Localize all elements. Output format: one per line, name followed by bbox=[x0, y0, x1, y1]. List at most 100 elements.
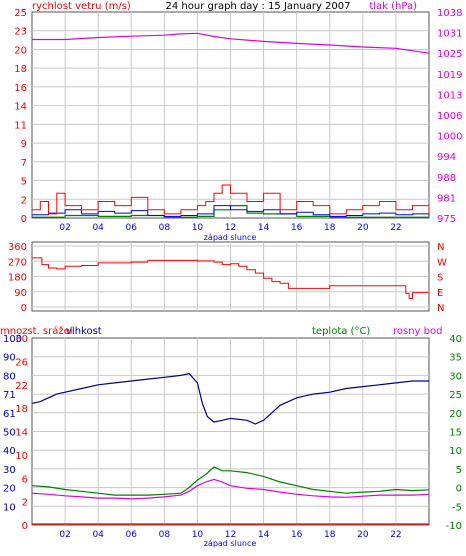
pressure-series bbox=[32, 32, 430, 54]
panel-1-left-tick-label: 25 bbox=[14, 8, 27, 19]
panel-1-grid bbox=[32, 12, 429, 218]
panel-3-temp-tick-label: 15 bbox=[449, 428, 462, 439]
panel-1-x-tick-label: 14 bbox=[258, 223, 270, 233]
panel-2-left-tick-label: 360 bbox=[8, 242, 27, 253]
panel-2-left-tick-label: 90 bbox=[14, 288, 27, 299]
panel-3-x-tick-label: 20 bbox=[357, 530, 369, 540]
panel-3-humidity-tick-label: 90 bbox=[3, 353, 16, 364]
panel-1-left-tick-label: 0 bbox=[21, 214, 27, 225]
panel-2-left-tick-label: 270 bbox=[8, 257, 27, 268]
panel-1-x-tick-label: 18 bbox=[324, 223, 336, 233]
panel-3-humidity-tick-label: 20 bbox=[3, 484, 16, 495]
panel-3-humidity-tick-label: 71 bbox=[3, 390, 16, 401]
panel-1-x-tick-label: 10 bbox=[192, 223, 204, 233]
panel-3-precip-tick-label: 14 bbox=[15, 428, 28, 439]
panel-3-precip-tick-label: 6 bbox=[22, 474, 28, 485]
panel-3-temp-tick-label: 35 bbox=[449, 353, 462, 364]
panel-1-left-tick-label: 14 bbox=[14, 102, 27, 113]
humidity-series bbox=[31, 372, 429, 425]
panel-1-x-tick-label: 08 bbox=[159, 223, 171, 233]
panel-2-grid bbox=[32, 242, 429, 311]
panel-3-temp-ticks: -10 -5 0 5 10 15 20 25 30 35 40 bbox=[446, 334, 462, 532]
panel-3-temp-tick-label: 0 bbox=[456, 484, 462, 495]
panel-3-temp-tick-label: 25 bbox=[449, 390, 462, 401]
panel-2-series bbox=[32, 257, 430, 299]
panel-2-right-tick-label: N bbox=[437, 303, 444, 314]
panel-1-right-tick-label: 1000 bbox=[437, 132, 462, 143]
panel-1-x-tick-label: 12 bbox=[225, 223, 236, 233]
panel-3-x-tick-label: 14 bbox=[258, 530, 270, 540]
panel-3-temp-tick-label: 5 bbox=[456, 465, 462, 476]
panel-3-grid bbox=[32, 338, 429, 525]
panel-3-x-tick-label: 16 bbox=[291, 530, 303, 540]
panel-3-temp-tick-label: -10 bbox=[446, 521, 462, 532]
panel-2-left-ticks: 360 270 180 90 0 bbox=[8, 242, 27, 314]
panel-1-x-label: západ slunce bbox=[204, 233, 257, 242]
panel-3-humidity-tick-label: 50 bbox=[3, 428, 16, 439]
panel-3-x-tick-label: 22 bbox=[390, 530, 401, 540]
panel-3-precip-tick-label: 30 bbox=[15, 334, 28, 345]
panel-3-x-tick-label: 06 bbox=[126, 530, 138, 540]
panel-2-right-tick-label: E bbox=[437, 288, 443, 299]
wind-low-series bbox=[32, 205, 429, 218]
panel-1-title: 24 hour graph day : 15 January 2007 bbox=[166, 1, 351, 12]
panel-1-x-tick-label: 20 bbox=[357, 223, 369, 233]
panel-1-x-tick-label: 06 bbox=[126, 223, 138, 233]
wind-average-series bbox=[32, 205, 430, 217]
panel-1-right-tick-label: 1013 bbox=[437, 90, 462, 101]
panel-3-precip-tick-label: 2 bbox=[22, 498, 28, 509]
panel-1-left-tick-label: 7 bbox=[21, 158, 27, 169]
panel-3-x-tick-label: 18 bbox=[324, 530, 336, 540]
panel-1-x-ticks: 02 04 06 08 10 12 14 16 18 20 22 bbox=[59, 223, 401, 233]
panel-1-left-axis-label: rychlost vetru (m/s) bbox=[32, 1, 131, 12]
panel-1-x-tick-label: 16 bbox=[291, 223, 303, 233]
panel-1-right-tick-label: 1006 bbox=[437, 111, 462, 122]
panel-1-series bbox=[32, 32, 430, 218]
panel-1-right-tick-label: 1031 bbox=[437, 29, 462, 40]
panel-1-left-tick-label: 9 bbox=[21, 139, 27, 150]
panel-3-series bbox=[31, 372, 430, 525]
panel-3-x-tick-label: 08 bbox=[159, 530, 171, 540]
panel-3-precip-tick-label: 18 bbox=[15, 404, 28, 415]
panel-2-right-tick-label: S bbox=[437, 273, 443, 284]
panel-3-precip-tick-label: 10 bbox=[15, 451, 28, 462]
panel-3-x-tick-label: 04 bbox=[92, 530, 104, 540]
panel-1-right-axis-label: tlak (hPa) bbox=[369, 1, 417, 12]
panel-3-humidity-tick-label: 80 bbox=[3, 371, 16, 382]
panel-2-left-tick-label: 0 bbox=[21, 303, 27, 314]
panel-2-right-tick-label: N bbox=[437, 242, 444, 253]
panel-3-humidity-tick-label: 30 bbox=[3, 465, 16, 476]
panel-1-left-tick-label: 16 bbox=[14, 83, 27, 94]
panel-3-x-tick-label: 10 bbox=[192, 530, 204, 540]
panel-3-humidity-tick-label: 10 bbox=[3, 502, 16, 513]
panel-3-temp-tick-label: 10 bbox=[449, 446, 462, 457]
panel-1-left-tick-label: 20 bbox=[14, 45, 27, 56]
panel-1-x-tick-label: 04 bbox=[92, 223, 104, 233]
dew-point-series bbox=[31, 478, 430, 500]
panel-3-precip-tick-label: 22 bbox=[15, 381, 28, 392]
panel-3-left-axis-label-2: vlhkost bbox=[66, 326, 102, 337]
temperature-series bbox=[31, 466, 430, 496]
panel-1-right-tick-label: 1019 bbox=[437, 70, 462, 81]
panel-2-right-tick-label: W bbox=[437, 257, 447, 268]
panel-1-right-tick-label: 1038 bbox=[437, 8, 462, 19]
panel-1-right-tick-label: 1025 bbox=[437, 49, 462, 60]
wind-gust-series bbox=[32, 184, 430, 215]
panel-3-right-axis-label-1: teplota (°C) bbox=[312, 326, 370, 337]
panel-1-right-tick-label: 994 bbox=[437, 152, 456, 163]
panel-3-temp-tick-label: 40 bbox=[449, 334, 462, 345]
panel-3-humidity-ticks: 10 20 30 40 50 61 71 80 90 100 bbox=[3, 334, 22, 513]
panel-3-x-label: západ slunce bbox=[204, 539, 257, 548]
panel-2-left-tick-label: 180 bbox=[8, 273, 27, 284]
panel-3-left-axis-label-1: mnozst. srážel bbox=[0, 325, 73, 337]
panel-3-right-axis-label-2: rosny bod bbox=[393, 326, 442, 337]
panel-3-humidity-tick-label: 61 bbox=[3, 409, 16, 420]
panel-3-x-tick-label: 12 bbox=[225, 530, 236, 540]
panel-1-right-tick-label: 981 bbox=[437, 193, 456, 204]
panel-3-humidity-tick-label: 100 bbox=[3, 334, 22, 345]
panel-1-left-tick-label: 18 bbox=[14, 64, 27, 75]
